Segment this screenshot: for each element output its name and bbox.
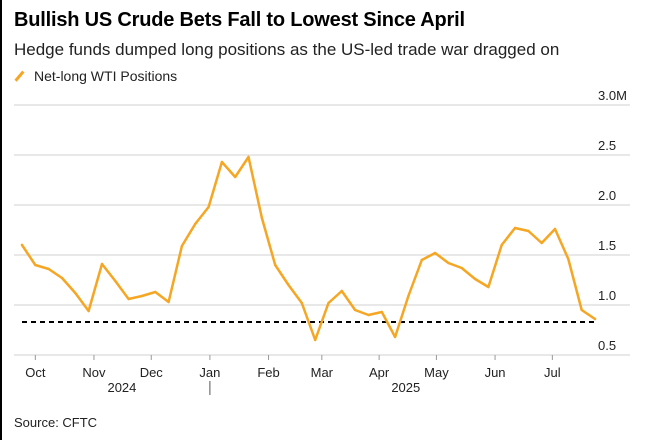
data-point: [87, 309, 90, 313]
x-tick-label: Nov: [82, 365, 106, 380]
x-tick-label: Oct: [25, 365, 46, 380]
data-point: [460, 266, 463, 270]
y-tick-label: 2.0: [598, 188, 616, 203]
data-point: [194, 222, 197, 226]
data-point: [513, 226, 517, 230]
data-point: [353, 308, 357, 312]
data-point: [60, 276, 64, 280]
data-point: [34, 263, 37, 267]
data-point: [393, 335, 397, 339]
data-point: [380, 310, 383, 314]
chart-title: Bullish US Crude Bets Fall to Lowest Sin…: [14, 9, 465, 31]
gridlines: [14, 104, 630, 356]
x-tick-label: May: [424, 365, 449, 380]
data-point: [473, 277, 477, 281]
data-point: [367, 313, 370, 317]
data-point: [140, 294, 144, 298]
chart-subtitle: Hedge funds dumped long positions as the…: [14, 40, 560, 59]
legend: Net-long WTI Positions: [14, 68, 177, 84]
data-point: [167, 300, 170, 304]
data-point: [487, 285, 490, 289]
x-tick-label: Dec: [140, 365, 164, 380]
x-year-label: 2024: [107, 380, 136, 395]
data-point: [540, 241, 543, 245]
data-point: [207, 205, 210, 209]
x-tick-label: Mar: [311, 365, 334, 380]
data-point: [500, 243, 503, 247]
data-point: [180, 244, 184, 248]
data-point: [100, 262, 104, 266]
x-tick-label: Jun: [485, 365, 506, 380]
left-accent-rule: [0, 0, 2, 440]
x-tick-label: Jul: [544, 365, 561, 380]
data-point: [114, 279, 117, 283]
y-tick-label: 1.0: [598, 288, 616, 303]
data-point: [580, 308, 583, 312]
data-point: [340, 289, 344, 293]
data-point: [260, 216, 264, 220]
data-point: [300, 301, 304, 305]
legend-label: Net-long WTI Positions: [34, 68, 178, 84]
x-tick-label: Feb: [257, 365, 279, 380]
data-point: [287, 283, 290, 287]
data-point: [247, 155, 250, 159]
series-points: [20, 155, 597, 342]
source-note: Source: CFTC: [14, 415, 98, 430]
data-point: [313, 338, 317, 342]
data-point: [74, 291, 77, 295]
data-point: [327, 301, 330, 305]
data-point: [234, 175, 237, 179]
data-point: [47, 267, 50, 271]
data-point: [433, 251, 437, 255]
data-point: [154, 290, 157, 294]
data-point: [407, 294, 410, 298]
x-tick-label: Jan: [199, 365, 220, 380]
data-point: [447, 261, 450, 265]
y-axis-ticks: 3.0M 2.5 2.0 1.5 1.0 0.5: [598, 88, 627, 353]
y-tick-label: 2.5: [598, 138, 616, 153]
data-point: [567, 257, 570, 261]
x-year-label: 2025: [391, 380, 420, 395]
data-point: [553, 227, 557, 231]
data-point: [593, 317, 597, 321]
data-point: [220, 160, 224, 164]
x-tick-label: Apr: [369, 365, 390, 380]
y-tick-label: 0.5: [598, 338, 616, 353]
data-point: [127, 297, 130, 301]
data-point: [420, 258, 423, 262]
y-tick-label: 3.0M: [598, 88, 627, 103]
x-axis-ticks: Oct Nov Dec Jan Feb Mar Apr May Jun Jul 2024 2025: [25, 355, 561, 395]
y-tick-label: 1.5: [598, 238, 616, 253]
series-line-net-long-wti: [20, 155, 597, 342]
data-point: [20, 243, 24, 247]
data-point: [273, 263, 277, 267]
data-point: [527, 229, 530, 233]
